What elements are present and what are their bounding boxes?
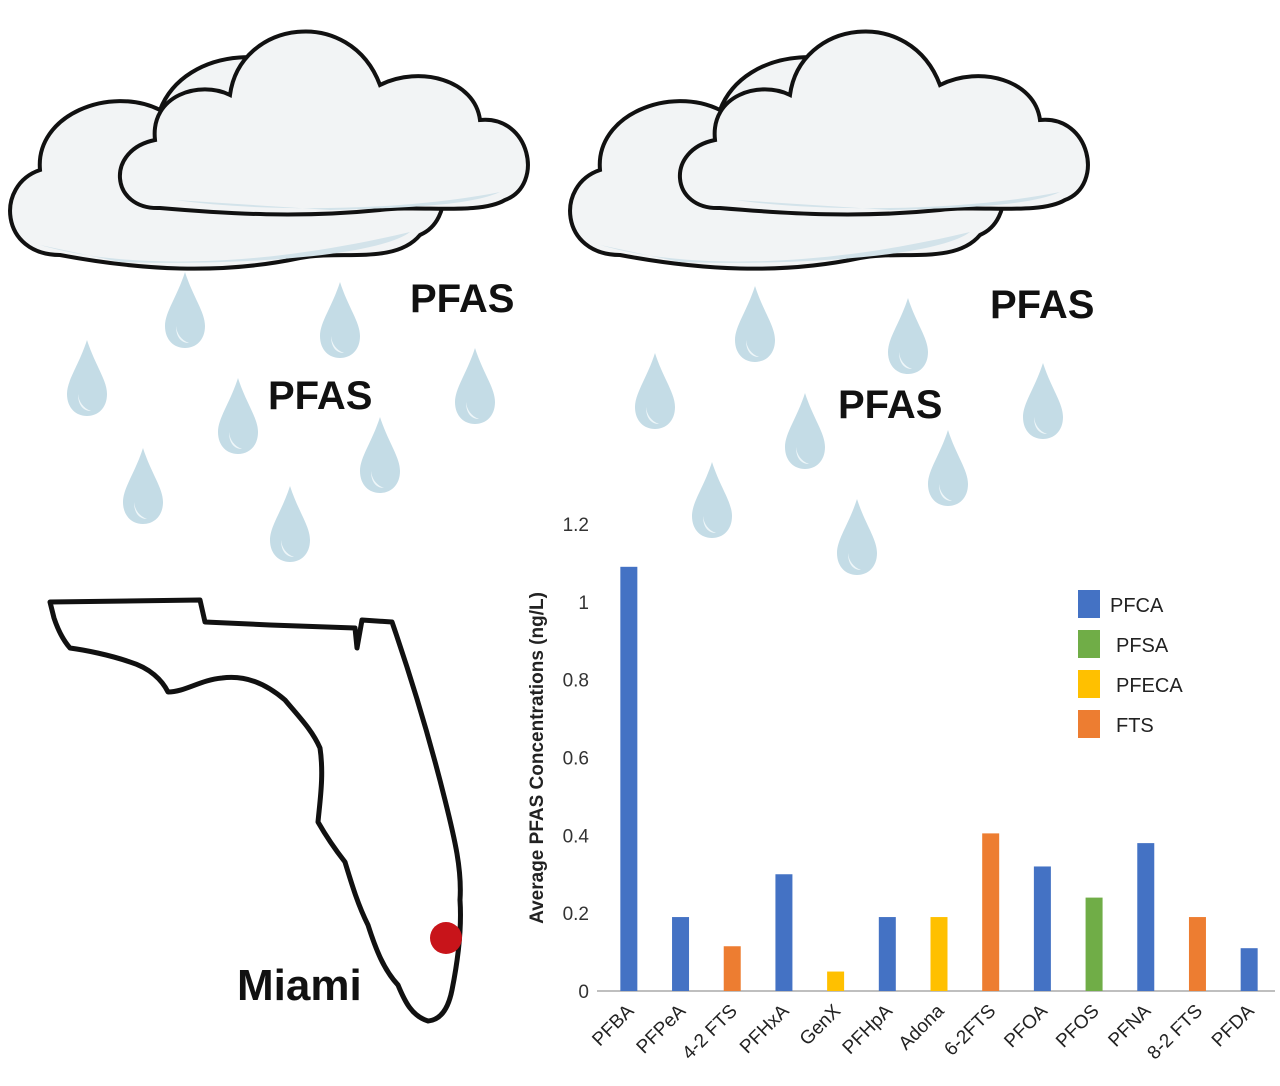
- x-tick-label: 6-2FTS: [941, 1001, 1001, 1061]
- x-tick-label: 8-2 FTS: [1144, 1001, 1207, 1064]
- bar: [1240, 948, 1258, 991]
- raindrop: [837, 499, 877, 575]
- bar: [672, 917, 690, 991]
- raindrop: [692, 462, 732, 538]
- legend-label: PFSA: [1116, 635, 1169, 657]
- florida-map: Miami: [47, 597, 464, 1024]
- raindrop: [320, 282, 360, 358]
- raindrop: [67, 340, 107, 416]
- legend-label: FTS: [1116, 715, 1154, 737]
- bar: [1188, 917, 1206, 991]
- miami-marker: [430, 922, 462, 954]
- pfas-label: PFAS: [838, 383, 942, 427]
- raindrop: [735, 286, 775, 362]
- raindrop: [270, 486, 310, 562]
- y-tick-label: 1: [578, 593, 589, 614]
- y-axis-ticks: 0 0.2 0.4 0.6 0.8 1 1.2: [563, 515, 590, 1003]
- bar: [620, 566, 638, 991]
- bar: [1033, 866, 1051, 991]
- x-tick-label: PFOA: [1000, 1000, 1052, 1052]
- x-tick-label: PFHpA: [839, 1000, 897, 1058]
- bar: [1085, 897, 1103, 991]
- raindrop: [360, 417, 400, 493]
- raindrop: [635, 353, 675, 429]
- y-tick-label: 0: [578, 982, 589, 1003]
- bar: [878, 917, 896, 991]
- pfas-label: PFAS: [990, 283, 1094, 327]
- bars: [620, 566, 1258, 991]
- raindrop: [1023, 363, 1063, 439]
- bar: [1137, 843, 1155, 991]
- legend-swatch: [1078, 670, 1100, 698]
- miami-label: Miami: [237, 961, 362, 1010]
- y-tick-label: 0.4: [563, 826, 590, 847]
- bar: [930, 917, 948, 991]
- raindrop: [928, 430, 968, 506]
- bar: [723, 946, 741, 991]
- raindrop: [123, 448, 163, 524]
- y-tick-label: 1.2: [563, 515, 589, 536]
- bar: [982, 833, 1000, 991]
- legend-swatch: [1078, 590, 1100, 618]
- raindrop: [218, 378, 258, 454]
- raindrop: [455, 348, 495, 424]
- y-tick-label: 0.8: [563, 671, 589, 692]
- florida-outline: [47, 597, 464, 1024]
- y-tick-label: 0.2: [563, 904, 589, 925]
- y-axis-label: Average PFAS Concentrations (ng/L): [527, 592, 548, 924]
- pfas-label: PFAS: [268, 374, 372, 418]
- legend-label: PFECA: [1116, 675, 1183, 697]
- legend-swatch: [1078, 630, 1100, 658]
- raindrops-right: [635, 286, 1063, 575]
- raindrop: [785, 393, 825, 469]
- bar: [775, 874, 793, 991]
- legend: PFCA PFSA PFECA FTS: [1078, 590, 1183, 738]
- legend-label: PFCA: [1110, 595, 1164, 617]
- cloud-right-front: [677, 29, 1090, 217]
- x-tick-label: 4-2 FTS: [678, 1001, 741, 1064]
- y-tick-label: 0.6: [563, 749, 589, 770]
- raindrop: [888, 298, 928, 374]
- legend-swatch: [1078, 710, 1100, 738]
- x-tick-label: GenX: [796, 1000, 845, 1049]
- x-tick-label: PFBA: [588, 1000, 638, 1050]
- pfas-label: PFAS: [410, 277, 514, 321]
- raindrop: [165, 272, 205, 348]
- x-tick-label: PFDA: [1208, 1000, 1259, 1051]
- bar: [827, 971, 845, 991]
- x-tick-label: PFHxA: [736, 1000, 794, 1058]
- x-tick-label: PFOS: [1052, 1001, 1103, 1052]
- cloud-left-front: [117, 29, 530, 217]
